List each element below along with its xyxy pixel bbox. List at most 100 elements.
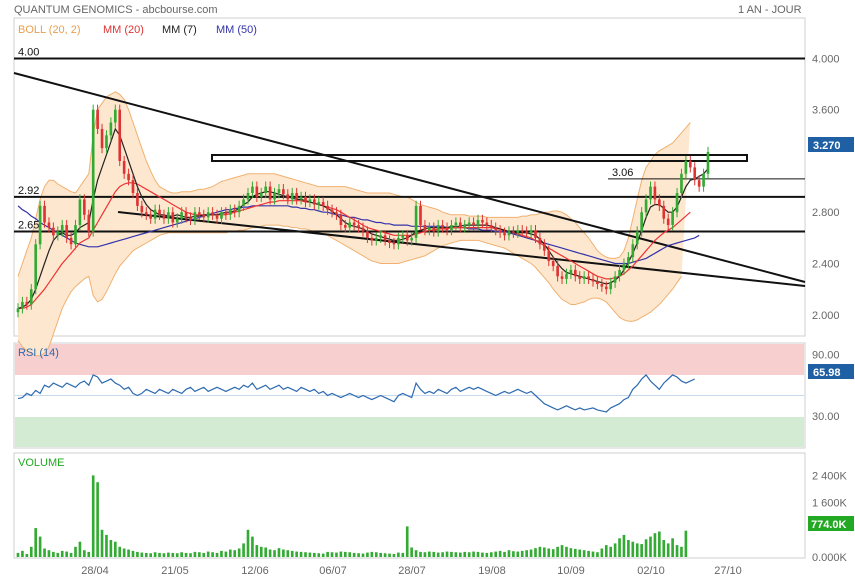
volume-bar [242, 543, 245, 557]
candle-body [596, 281, 599, 285]
volume-bar [543, 547, 546, 557]
volume-bar [69, 552, 73, 557]
volume-bar [167, 552, 170, 557]
volume-bar [631, 541, 635, 557]
volume-tick-label: 0.000K [812, 552, 848, 564]
volume-bar [401, 552, 405, 557]
volume-bar [184, 552, 188, 557]
volume-bar [613, 543, 617, 557]
volume-bar [569, 548, 573, 557]
volume-bar [392, 553, 396, 557]
candle-body [516, 230, 520, 233]
volume-bar [423, 552, 427, 557]
candle-body [573, 269, 577, 277]
volume-bar [432, 551, 436, 557]
candle-body [706, 152, 710, 174]
candle-body [131, 180, 135, 194]
volume-tick-label: 1 600K [812, 498, 848, 510]
resistance-box [211, 154, 748, 162]
candle-body [100, 128, 104, 149]
volume-bar [34, 528, 38, 557]
volume-bar [175, 553, 179, 557]
candle-body [43, 205, 46, 223]
volume-bar [43, 548, 46, 557]
candle-body [441, 225, 444, 228]
candle-body [658, 199, 661, 206]
candle-body [485, 222, 489, 226]
rsi-title: RSI (14) [18, 347, 59, 359]
volume-bar [83, 550, 86, 557]
volume-bar [361, 553, 365, 557]
price-tick-label: 2.400 [812, 259, 840, 271]
volume-bar [91, 475, 95, 557]
volume-bar [56, 552, 60, 557]
candle-body [410, 237, 413, 241]
candle-body [96, 109, 99, 129]
volume-bar [193, 551, 197, 557]
volume-bar [259, 546, 263, 557]
candle-body [374, 237, 378, 241]
volume-bar [671, 538, 674, 557]
candle-body [113, 109, 117, 123]
candle-body [653, 186, 657, 200]
candle-body [122, 160, 126, 174]
candle-body [339, 214, 343, 226]
candle-body [313, 199, 316, 205]
volume-bar [162, 553, 166, 557]
volume-bar [313, 552, 316, 557]
candle-body [512, 231, 515, 233]
candle-body [47, 222, 51, 228]
x-tick-label: 10/09 [557, 565, 585, 577]
candle-body [463, 225, 467, 228]
rsi-oversold-zone [15, 417, 804, 447]
candle-body [414, 205, 418, 238]
rsi-overbought-zone [15, 344, 804, 375]
candle-body [507, 231, 511, 236]
candle-body [587, 276, 590, 279]
volume-bar [578, 549, 582, 557]
volume-bar [352, 552, 356, 557]
candle-body [65, 225, 68, 238]
candle-body [640, 212, 643, 232]
volume-bar [25, 553, 29, 557]
candle-body [60, 225, 64, 232]
candle-body [290, 193, 294, 200]
volume-bar [463, 551, 467, 557]
candle-body [635, 231, 639, 245]
candle-body [436, 225, 440, 232]
volume-bar [494, 551, 498, 557]
candle-body [144, 212, 148, 215]
volume-bar [374, 552, 378, 557]
bollinger-lower-line [17, 224, 682, 357]
candle-body [268, 186, 272, 200]
volume-bar [277, 548, 281, 557]
candle-body [211, 212, 214, 215]
volume-bar [21, 550, 24, 557]
candle-body [198, 212, 201, 215]
candle-body [29, 289, 33, 305]
candle-body [224, 212, 228, 215]
chart-period[interactable]: 1 AN - JOUR [738, 4, 802, 16]
volume-bar [339, 551, 343, 557]
volume-bar [228, 549, 232, 557]
volume-bar [136, 551, 139, 557]
candle-body [697, 180, 701, 187]
price-tick-label: 2.000 [812, 310, 840, 322]
volume-bar [304, 552, 307, 557]
candle-body [118, 109, 122, 161]
candle-body [392, 243, 396, 245]
downtrend-line-lower [117, 211, 806, 287]
x-tick-label: 28/07 [398, 565, 426, 577]
candle-body [352, 222, 356, 226]
candle-body [419, 205, 422, 226]
candle-body [251, 186, 254, 194]
volume-bar [118, 546, 122, 557]
volume-bar [246, 529, 250, 557]
chart-title: QUANTUM GENOMICS - abcbourse.com [14, 4, 218, 16]
rsi-line [17, 373, 695, 413]
candle-body [295, 193, 298, 200]
candle-body [622, 263, 626, 270]
volume-bar [516, 551, 520, 557]
candle-body [109, 122, 113, 136]
candle-body [551, 260, 555, 267]
